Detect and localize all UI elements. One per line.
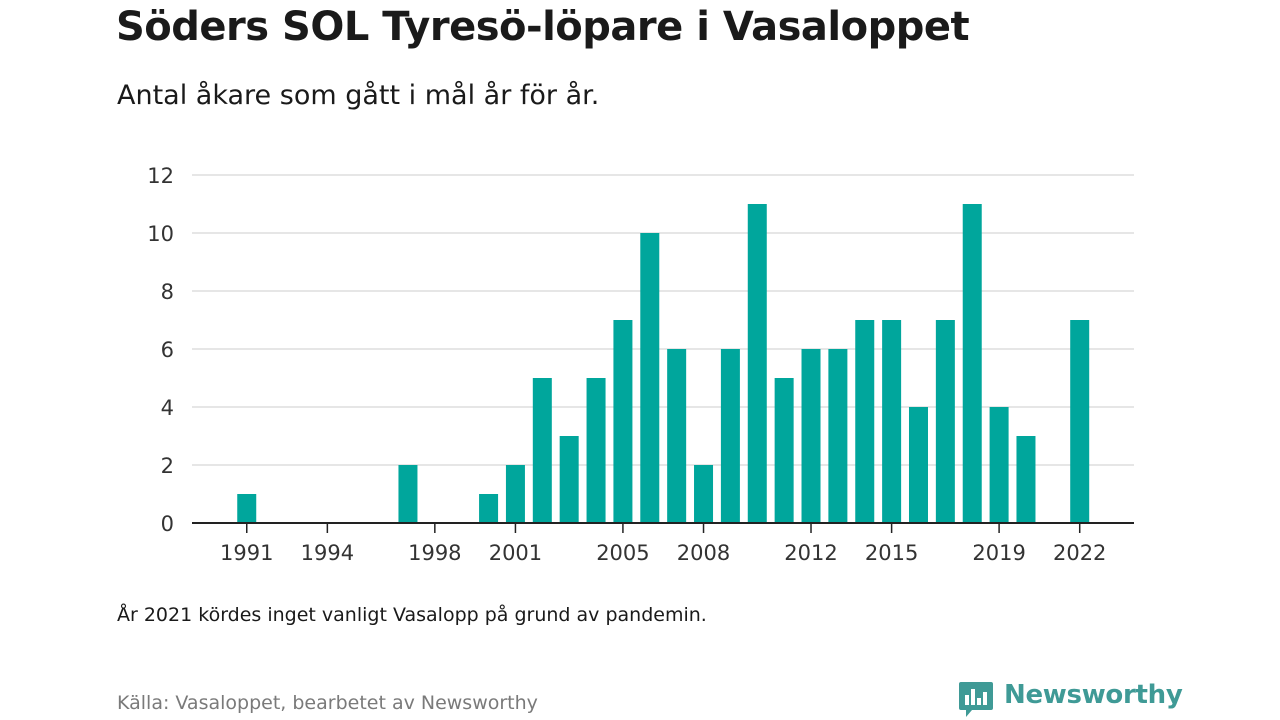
y-tick-label: 4 — [161, 396, 174, 420]
x-tick-label: 2001 — [489, 541, 542, 565]
source-text: Källa: Vasaloppet, bearbetet av Newswort… — [117, 692, 538, 714]
chart-subtitle: Antal åkare som gått i mål år för år. — [117, 80, 600, 111]
bar-2016[interactable] — [908, 407, 928, 523]
y-tick-label: 8 — [161, 280, 174, 304]
bar-2022[interactable] — [1070, 320, 1090, 523]
bar-2002[interactable] — [532, 378, 552, 523]
x-tick-label: 1994 — [301, 541, 354, 565]
y-tick-label: 10 — [147, 222, 174, 246]
bar-1997[interactable] — [398, 465, 418, 523]
bar-2013[interactable] — [828, 349, 848, 523]
bars — [237, 204, 1090, 523]
bar-2011[interactable] — [774, 378, 794, 523]
x-tick-label: 2012 — [784, 541, 837, 565]
bar-2019[interactable] — [989, 407, 1009, 523]
bar-2008[interactable] — [694, 465, 714, 523]
bar-2010[interactable] — [747, 204, 767, 523]
chart-title: Söders SOL Tyresö-löpare i Vasaloppet — [116, 4, 970, 50]
bar-1991[interactable] — [237, 494, 257, 523]
bar-2017[interactable] — [935, 320, 955, 523]
bar-2007[interactable] — [667, 349, 687, 523]
bar-2004[interactable] — [586, 378, 606, 523]
bar-2014[interactable] — [855, 320, 875, 523]
x-tick-label: 2008 — [677, 541, 730, 565]
bar-2009[interactable] — [720, 349, 740, 523]
chart-note: År 2021 kördes inget vanligt Vasalopp på… — [117, 604, 707, 626]
axes — [192, 522, 1134, 533]
newsworthy-logo-icon — [959, 682, 993, 717]
x-tick-label: 2019 — [972, 541, 1025, 565]
tick-labels: 0 2 4 6 8 10 12 1991 1994 1998 2001 2005 2008 2012 201… — [147, 164, 1106, 565]
bar-2006[interactable] — [640, 233, 660, 523]
bar-2001[interactable] — [505, 465, 525, 523]
bar-2018[interactable] — [962, 204, 982, 523]
brand-name: Newsworthy — [1004, 680, 1183, 710]
y-tick-label: 0 — [161, 512, 174, 536]
bar-2012[interactable] — [801, 349, 821, 523]
x-tick-label: 1998 — [408, 541, 461, 565]
bar-2020[interactable] — [1016, 436, 1036, 523]
bar-2015[interactable] — [882, 320, 902, 523]
y-tick-label: 6 — [161, 338, 174, 362]
bar-chart: 0 2 4 6 8 10 12 1991 1994 1998 2001 2005 2008 2012 201… — [147, 164, 1134, 565]
bar-2005[interactable] — [613, 320, 633, 523]
bar-2000[interactable] — [479, 494, 499, 523]
bar-2003[interactable] — [559, 436, 579, 523]
x-tick-label: 2005 — [596, 541, 649, 565]
y-tick-label: 2 — [161, 454, 174, 478]
x-tick-label: 2015 — [865, 541, 918, 565]
y-tick-label: 12 — [147, 164, 174, 188]
x-tick-label: 1991 — [220, 541, 273, 565]
x-tick-label: 2022 — [1053, 541, 1106, 565]
